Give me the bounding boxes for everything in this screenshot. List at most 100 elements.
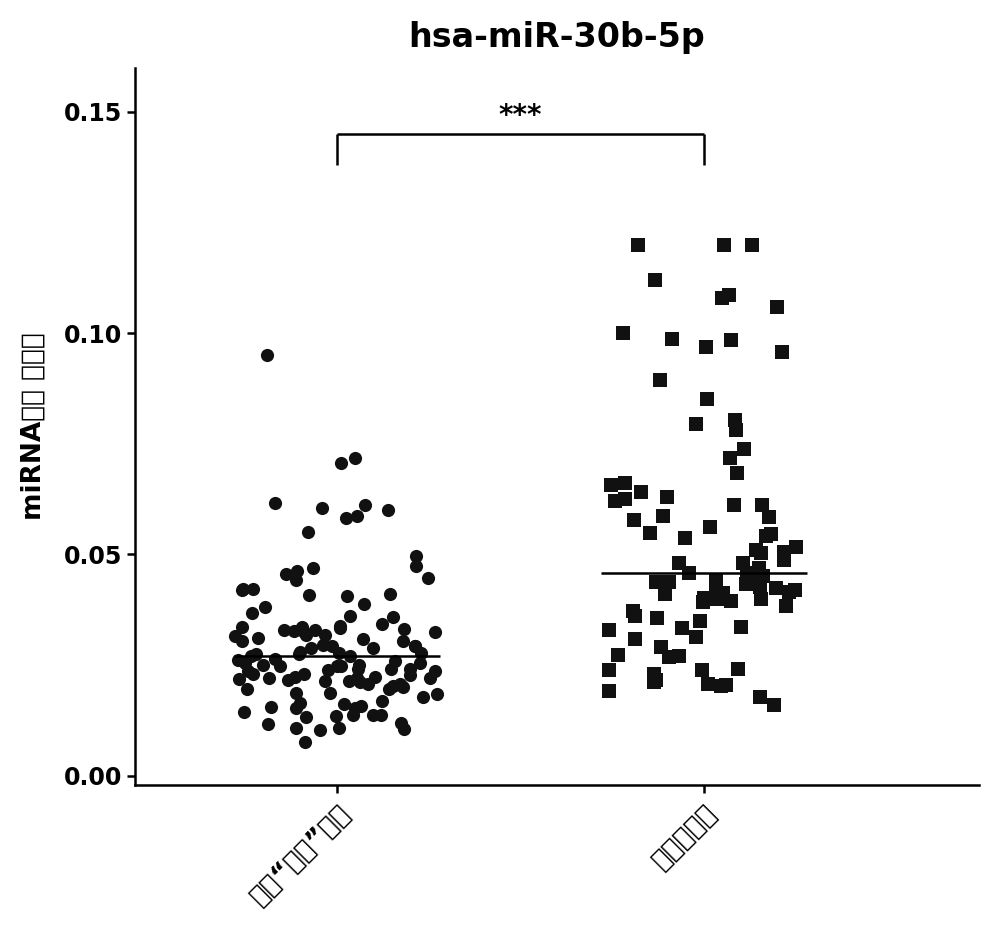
Point bbox=[776, 552, 792, 567]
Point bbox=[408, 558, 424, 573]
Point bbox=[744, 237, 760, 252]
Point bbox=[298, 627, 314, 642]
Point bbox=[240, 664, 256, 679]
Point bbox=[674, 620, 690, 635]
Point bbox=[234, 582, 250, 597]
Point bbox=[365, 641, 381, 655]
Point bbox=[653, 640, 669, 654]
Point bbox=[415, 690, 431, 705]
Point bbox=[298, 709, 314, 724]
Point bbox=[356, 597, 372, 612]
Point bbox=[374, 694, 390, 708]
Point bbox=[395, 633, 411, 648]
Point bbox=[293, 621, 309, 636]
Point bbox=[730, 662, 746, 677]
Text: ***: *** bbox=[499, 101, 542, 129]
Point bbox=[733, 619, 749, 634]
Point bbox=[353, 698, 369, 713]
Point bbox=[227, 628, 243, 643]
Point bbox=[235, 581, 251, 596]
Point bbox=[688, 629, 704, 644]
Point bbox=[649, 611, 665, 626]
Point bbox=[420, 571, 436, 586]
Point bbox=[722, 451, 738, 466]
Point bbox=[303, 641, 319, 655]
Point bbox=[610, 648, 626, 663]
Point bbox=[336, 697, 352, 712]
Point bbox=[721, 288, 737, 303]
Point bbox=[382, 587, 398, 601]
Point bbox=[257, 600, 273, 615]
Point bbox=[287, 670, 303, 685]
Point bbox=[696, 590, 712, 605]
Point bbox=[347, 700, 363, 715]
Point bbox=[726, 498, 742, 513]
Point bbox=[657, 587, 673, 601]
Point bbox=[231, 672, 247, 687]
Point bbox=[286, 623, 302, 638]
Point bbox=[294, 620, 310, 635]
Point bbox=[427, 663, 443, 678]
Point bbox=[787, 583, 803, 598]
Point bbox=[332, 619, 348, 634]
Point bbox=[728, 422, 744, 437]
Point bbox=[234, 633, 250, 648]
Point bbox=[357, 497, 373, 512]
Point bbox=[768, 581, 784, 596]
Point bbox=[333, 455, 349, 470]
Point bbox=[305, 560, 321, 575]
Point bbox=[714, 290, 730, 305]
Point bbox=[280, 673, 296, 688]
Point bbox=[260, 717, 276, 732]
Point bbox=[729, 466, 745, 481]
Point bbox=[413, 645, 429, 660]
Point bbox=[392, 677, 408, 692]
Point bbox=[615, 326, 631, 341]
Point bbox=[286, 567, 302, 582]
Point bbox=[263, 699, 279, 714]
Point bbox=[234, 620, 250, 635]
Point bbox=[753, 591, 769, 606]
Point bbox=[245, 666, 261, 681]
Point bbox=[738, 576, 754, 591]
Point bbox=[766, 697, 782, 712]
Point bbox=[320, 662, 336, 677]
Point bbox=[267, 495, 283, 510]
Point bbox=[788, 540, 804, 555]
Point bbox=[314, 501, 330, 516]
Point bbox=[407, 639, 423, 654]
Point bbox=[741, 573, 757, 587]
Point bbox=[727, 412, 743, 427]
Point bbox=[761, 510, 777, 525]
Point bbox=[288, 721, 304, 735]
Point bbox=[322, 685, 338, 700]
Point bbox=[374, 616, 390, 631]
Point bbox=[296, 667, 312, 681]
Point bbox=[292, 644, 308, 659]
Point bbox=[664, 331, 680, 346]
Point bbox=[681, 565, 697, 580]
Point bbox=[230, 653, 246, 668]
Point bbox=[648, 574, 664, 589]
Point bbox=[748, 543, 764, 558]
Point bbox=[715, 586, 731, 600]
Point bbox=[338, 510, 354, 525]
Point bbox=[360, 677, 376, 692]
Point bbox=[716, 237, 732, 252]
Point bbox=[661, 649, 677, 664]
Point bbox=[288, 685, 304, 700]
Point bbox=[617, 476, 633, 491]
Point bbox=[317, 674, 333, 689]
Point bbox=[385, 679, 401, 694]
Point bbox=[752, 690, 768, 705]
Point bbox=[331, 721, 347, 735]
Point bbox=[373, 708, 389, 722]
Point bbox=[341, 673, 357, 688]
Point bbox=[393, 716, 409, 731]
Point bbox=[754, 497, 770, 512]
Point bbox=[352, 675, 368, 690]
Point bbox=[694, 663, 710, 678]
Point bbox=[332, 620, 348, 635]
Point bbox=[708, 573, 724, 588]
Point bbox=[333, 658, 349, 673]
